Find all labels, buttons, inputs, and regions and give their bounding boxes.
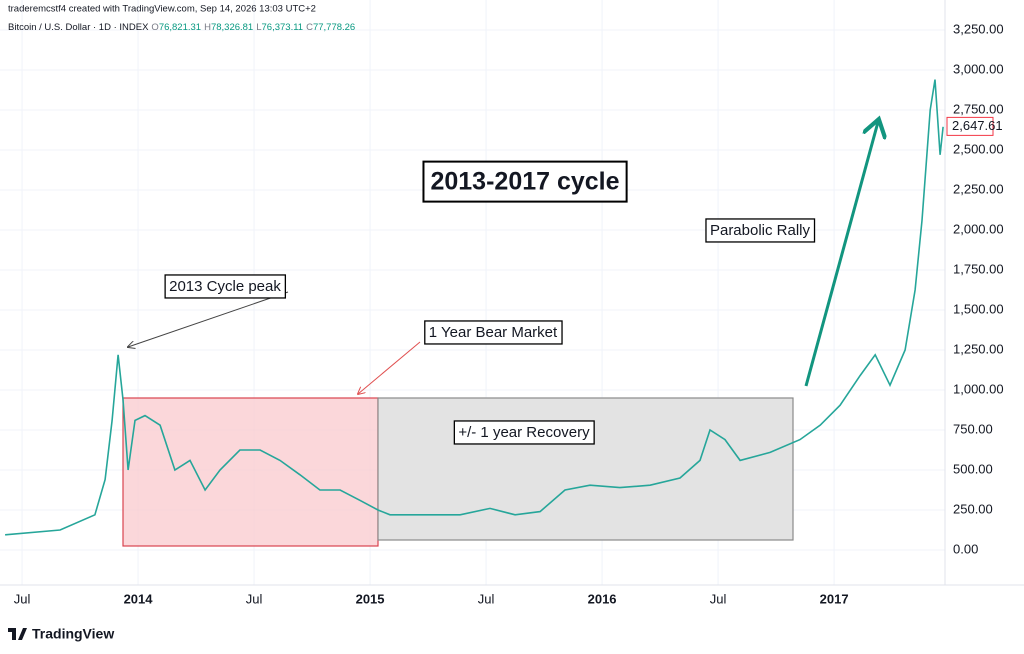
annotation-box <box>705 218 816 243</box>
y-tick-label: 2,500.00 <box>953 141 1004 156</box>
x-tick-label: Jul <box>478 591 495 606</box>
annotation: Parabolic Rally <box>710 222 811 239</box>
y-tick-label: 1,750.00 <box>953 261 1004 276</box>
logo-icon <box>8 628 27 640</box>
symbol: Bitcoin / U.S. Dollar · 1D · INDEX <box>8 22 149 33</box>
y-tick-label: 1,000.00 <box>953 381 1004 396</box>
y-tick-label: 500.00 <box>953 461 993 476</box>
x-tick-label: Jul <box>710 591 727 606</box>
bear-arrow <box>358 341 421 394</box>
y-tick-label: 750.00 <box>953 421 993 436</box>
y-tick-label: 2,250.00 <box>953 181 1004 196</box>
ohlc-label: H <box>204 22 211 33</box>
annotation-box <box>453 420 595 445</box>
symbol-line: Bitcoin / U.S. Dollar · 1D · INDEX O76,82… <box>8 22 355 33</box>
y-tick-label: 250.00 <box>953 501 993 516</box>
ohlc-label: O <box>151 22 158 33</box>
chart-title: 2013-2017 cycle <box>430 168 619 196</box>
ohlc-value: 76,821.31 <box>159 22 201 33</box>
last-price-box <box>946 116 994 136</box>
ohlc-value: 78,326.81 <box>211 22 253 33</box>
ohlc-value: 77,778.26 <box>313 22 355 33</box>
annotation: 2013 Cycle peak <box>169 278 281 295</box>
x-tick-label: Jul <box>14 591 31 606</box>
y-tick-label: 0.00 <box>953 541 978 556</box>
y-tick-label: 1,500.00 <box>953 301 1004 316</box>
bear-zone <box>122 397 379 547</box>
ohlc-label: L <box>256 22 261 33</box>
annotation: +/- 1 year Recovery <box>458 424 590 441</box>
price-line <box>5 79 944 536</box>
annotation: 1 Year Bear Market <box>429 324 558 341</box>
y-tick-label: 3,000.00 <box>953 61 1004 76</box>
y-tick-label: 2,000.00 <box>953 221 1004 236</box>
y-tick-label: 2,750.00 <box>953 101 1004 116</box>
y-tick-label: 1,250.00 <box>953 341 1004 356</box>
recovery-zone <box>377 397 794 541</box>
x-tick-label: 2015 <box>356 591 385 606</box>
x-tick-label: 2016 <box>588 591 617 606</box>
logo: TradingView <box>8 626 114 642</box>
credit: traderemcstf4 created with TradingView.c… <box>8 4 316 15</box>
x-tick-label: Jul <box>246 591 263 606</box>
ohlc-label: C <box>306 22 313 33</box>
ohlc-value: 76,373.11 <box>262 22 304 33</box>
rally-arrow <box>804 122 878 387</box>
brand: TradingView <box>32 626 114 642</box>
peak-arrow <box>128 291 289 347</box>
annotation-box <box>422 160 628 203</box>
x-tick-label: 2014 <box>124 591 154 606</box>
annotation-box <box>424 320 563 345</box>
x-tick-label: 2017 <box>820 591 849 606</box>
last-price-label: 2,647.61 <box>952 118 1003 133</box>
annotation-box <box>164 274 287 299</box>
y-tick-label: 3,250.00 <box>953 21 1004 36</box>
